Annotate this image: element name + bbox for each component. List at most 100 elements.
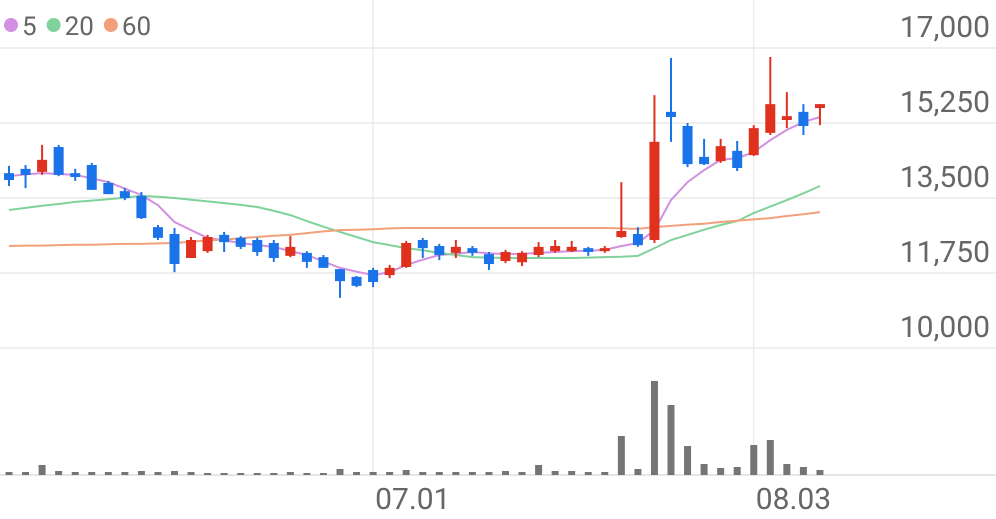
candle-body [748,128,759,156]
candle-body [434,246,445,255]
volume-bar [121,472,129,475]
candle-body [682,126,693,165]
volume-bar [187,472,195,475]
volume-bar [766,440,774,475]
volume-bar [435,472,443,475]
volume-bar [369,472,377,475]
volume-bar [799,467,807,475]
volume-bar [601,472,609,475]
candle-body [20,168,31,175]
candle-body [732,150,743,168]
volume-bar [518,472,526,475]
y-tick-label: 15,250 [900,85,990,120]
candle-body [384,267,395,276]
candle-body [70,173,81,177]
y-tick-label: 13,500 [900,160,990,195]
volume-bar [568,471,576,475]
volume-bar [71,472,79,475]
candle-body [86,165,97,190]
candle-body [53,147,64,175]
candle-body [500,252,511,261]
volume-bar [816,470,824,475]
candle-body [136,195,147,219]
candle-body [285,246,296,256]
candle-body [616,231,627,237]
volume-bar [386,472,394,475]
volume-bar [783,464,791,475]
legend-label: 20 [65,12,94,42]
volume-bar [750,445,758,475]
candle-body [401,243,412,267]
y-tick-label: 11,750 [900,235,990,270]
candle-body [715,146,726,162]
volume-bar [319,473,327,475]
volume-bar [270,473,278,475]
candle-body [252,240,263,252]
legend-marker [46,18,61,32]
candle-body [798,111,809,126]
volume-bar [336,469,344,475]
candle-body [583,248,594,252]
candle-body [202,237,213,252]
volume-bar [634,469,642,475]
volume-bar [5,472,13,475]
candle-body [301,252,312,262]
candle-body [765,104,776,133]
volume-bar [171,471,178,475]
candle-body [318,257,329,268]
candle-body [4,173,14,180]
volume-bar [104,472,112,475]
volume-bar [286,472,294,475]
candle-body [119,191,130,198]
volume-bar [237,473,245,475]
volume-bar [700,464,708,475]
y-tick-label: 10,000 [900,310,990,345]
candle-body [814,104,825,108]
candle-body [533,246,544,255]
x-tick-label: 07.01 [375,482,450,517]
candle-body [450,246,461,253]
moving-average-line [8,211,821,247]
candle-body [599,248,610,252]
volume-bar [650,381,658,475]
volume-bar [684,446,692,475]
candle-body [517,252,528,263]
volume-bar [452,472,460,475]
candle-body [152,227,163,238]
candle-body [550,246,561,252]
candle-body [467,248,478,253]
volume-bar [253,473,261,475]
volume-bar [419,472,427,475]
candle-body [37,159,48,172]
volume-bar [55,471,63,475]
candle-body [649,141,660,240]
candle-body [335,269,345,282]
volume-bar [667,405,675,475]
candle-body [417,240,428,249]
volume-bar [535,465,543,475]
candle-body [368,270,379,282]
candle-body [235,237,246,247]
volume-bar [154,472,162,475]
volume-bar [402,470,410,475]
volume-bar [717,468,725,475]
volume-bar [38,465,46,475]
legend-label: 5 [22,12,37,42]
candle-body [483,254,494,264]
y-tick-label: 17,000 [900,10,990,45]
volume-bar [468,472,476,475]
volume-bar [617,436,625,475]
candle-body [219,234,230,243]
legend-marker [4,18,18,32]
volume-bar [353,472,361,475]
volume-bar [733,467,741,475]
candle-body [351,276,362,286]
volume-bar [502,471,509,475]
candle-body [666,111,676,117]
candle-body [566,246,577,252]
volume-bar [485,472,493,475]
candle-body [103,183,114,195]
x-tick-label: 08.03 [756,482,831,517]
volume-bar [22,472,30,475]
